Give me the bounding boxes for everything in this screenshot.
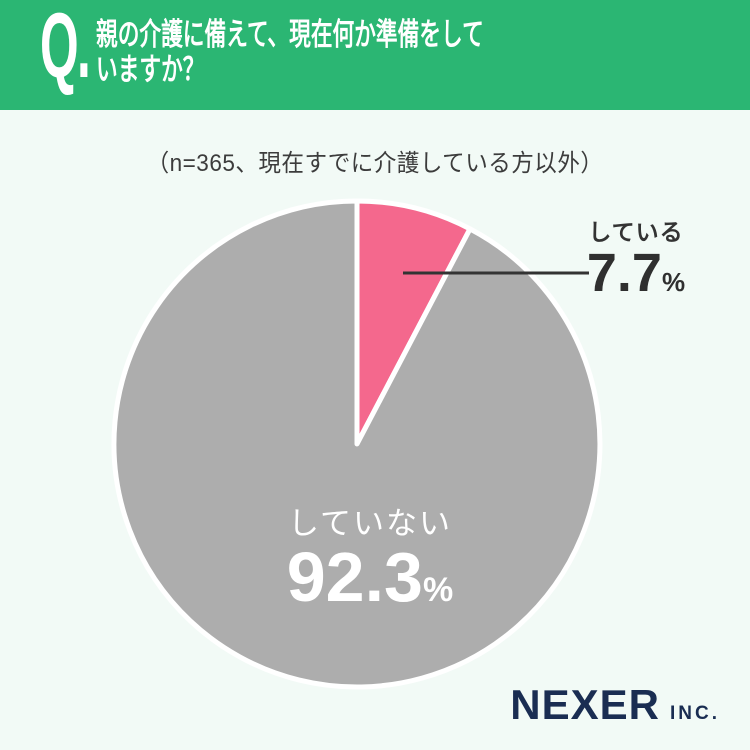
pie-slice-0 [354, 198, 473, 447]
slice-label-no-value: 92.3% [245, 542, 495, 612]
slice-label-no: していない 92.3% [245, 505, 495, 612]
slice-label-yes: している 7.7% [552, 218, 720, 300]
sample-note: （n=365、現在すでに介護している方以外） [146, 150, 604, 177]
slice-label-no-name: していない [287, 506, 453, 541]
logo-suffix-text: INC. [670, 703, 720, 724]
slice-label-yes-name: している [588, 219, 684, 245]
question-banner: Q. 親の介護に備えて、現在何か準備をして いますか？ [0, 0, 750, 110]
slice-value-no: 92.3 [286, 538, 423, 616]
percent-unit-yes: % [661, 267, 686, 297]
question-title-line1: 親の介護に備えて、現在何か準備をして [96, 17, 484, 52]
slice-label-yes-value: 7.7% [552, 246, 720, 300]
q-mark-label: Q. [40, 0, 91, 97]
question-title-line2: いますか？ [96, 52, 205, 87]
percent-unit-no: % [423, 571, 454, 609]
logo-text: NEXER [510, 681, 660, 728]
slice-value-yes: 7.7 [586, 243, 662, 303]
nexer-logo: NEXER INC. [510, 684, 720, 726]
question-title: 親の介護に備えて、現在何か準備をして いますか？ [96, 17, 484, 87]
pie-slices [111, 198, 603, 690]
pie-slice-1 [111, 198, 603, 690]
